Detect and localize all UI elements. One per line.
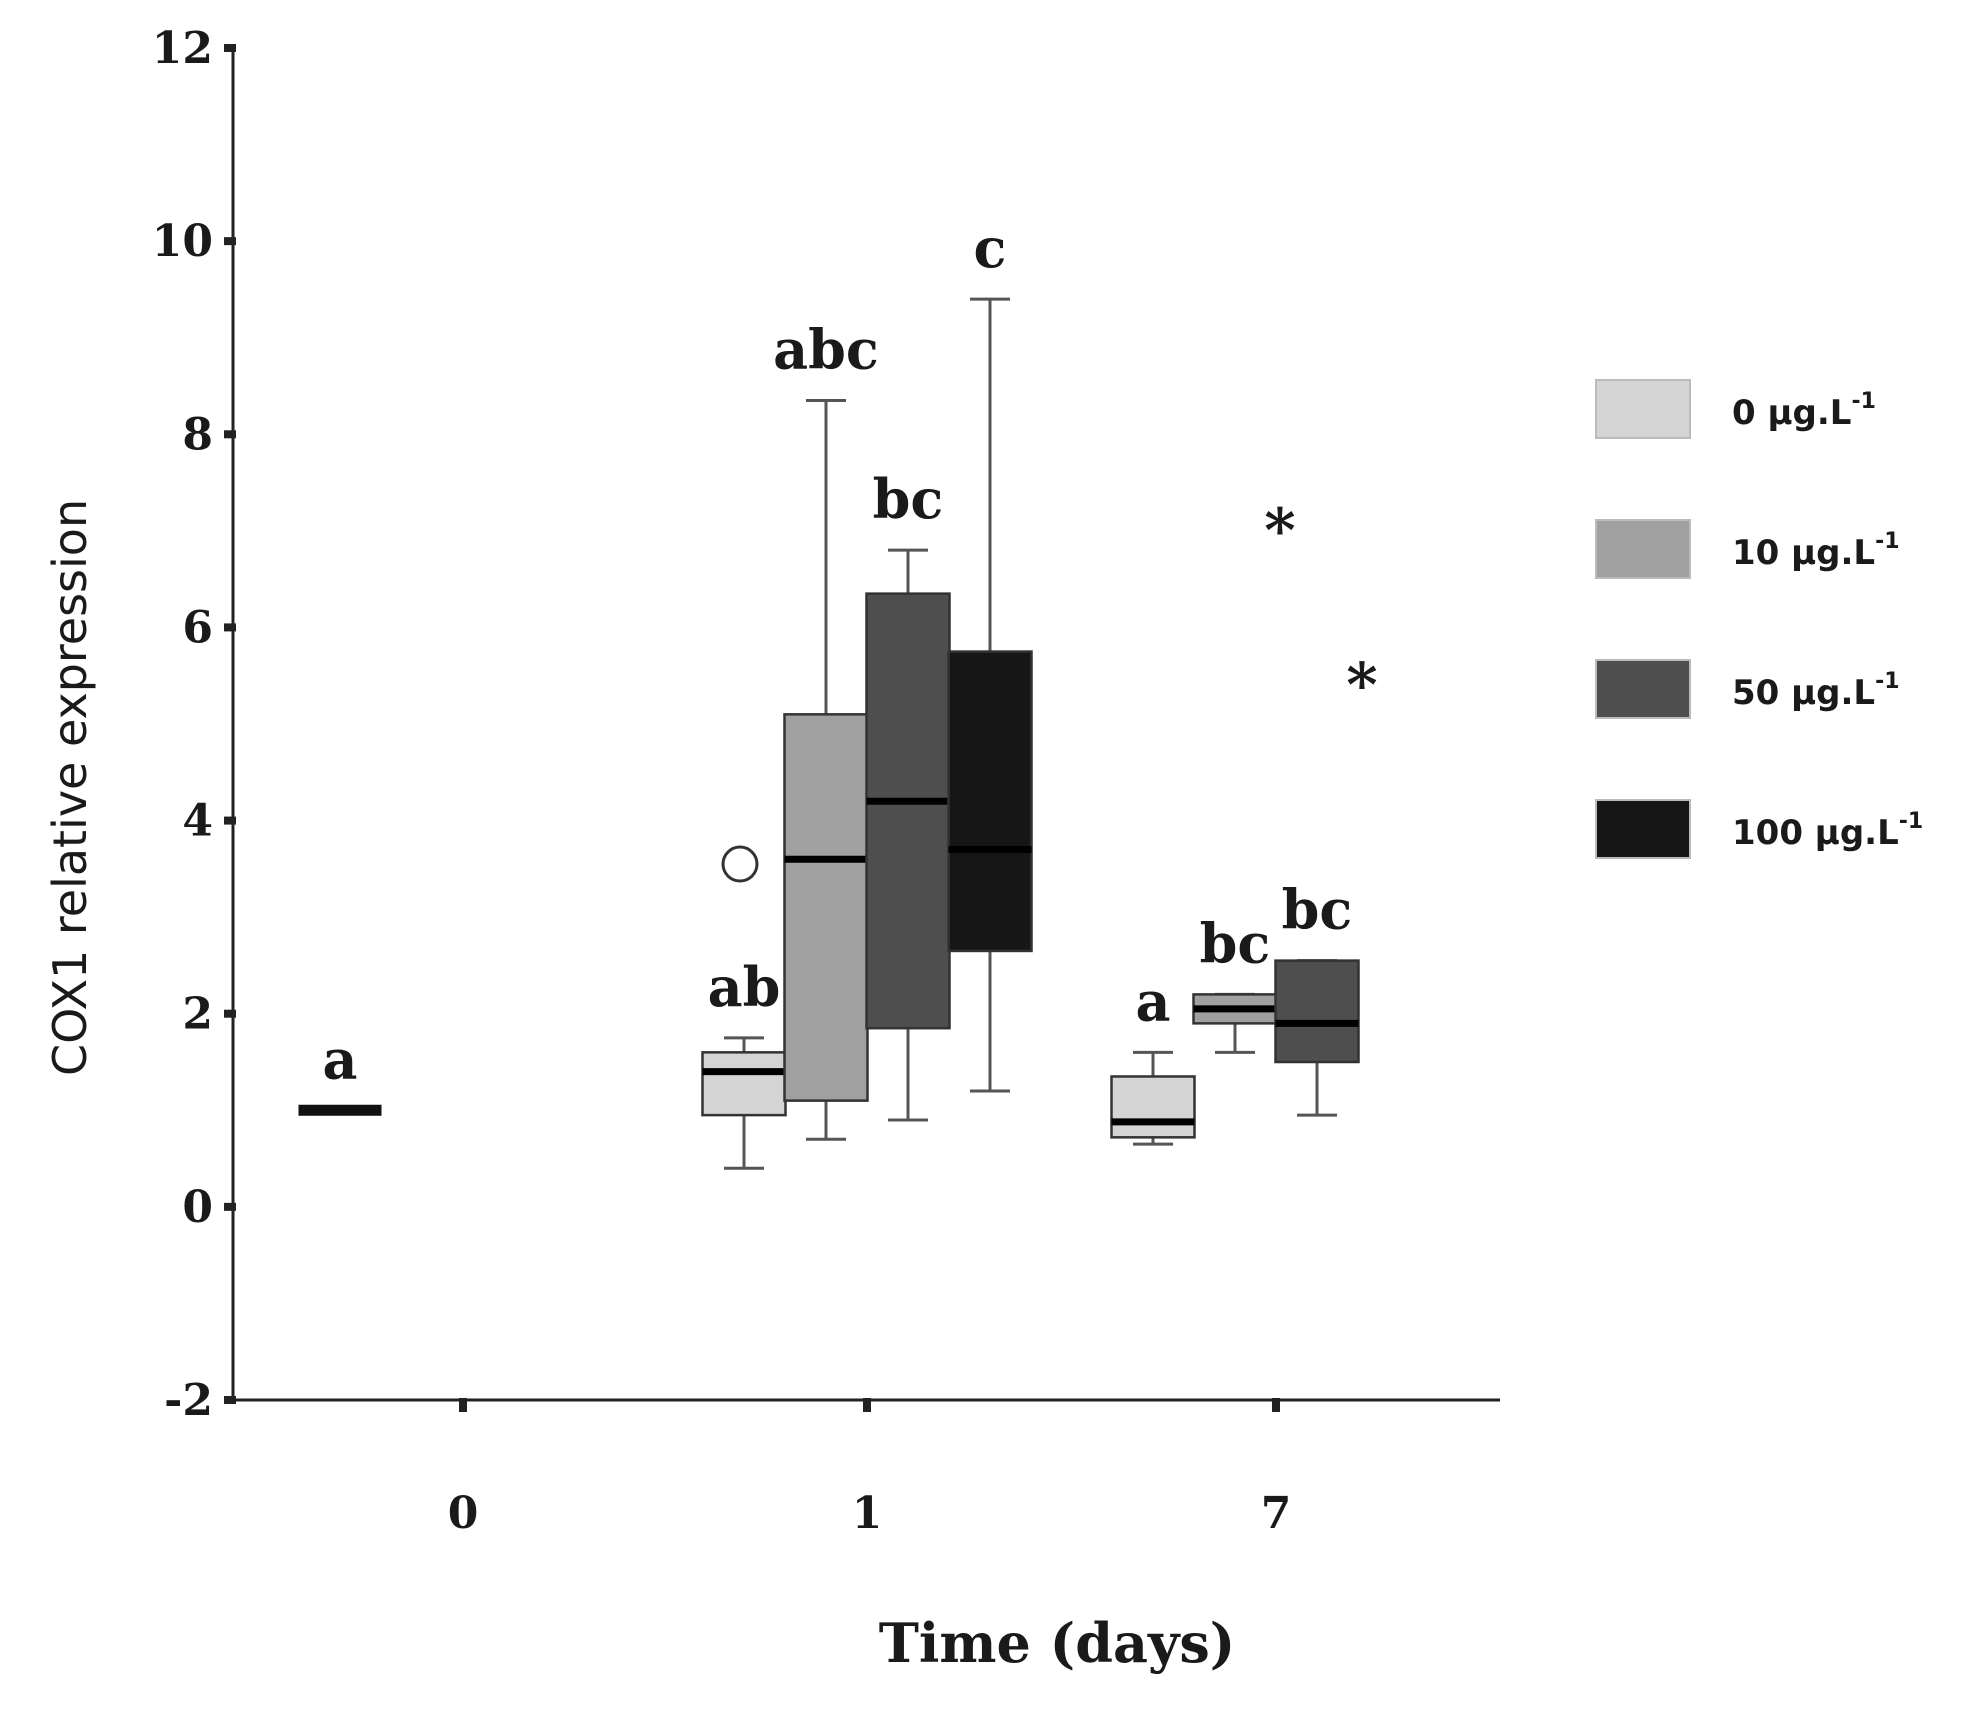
significance-letter: bc	[873, 467, 944, 531]
legend-label-text: 50 µg.L	[1732, 673, 1875, 713]
box-iqr	[1110, 1075, 1196, 1139]
legend-swatch	[1595, 379, 1691, 439]
x-tick-label: 7	[1261, 1488, 1292, 1539]
box-iqr	[701, 1051, 787, 1117]
significance-letter: bc	[1200, 911, 1271, 975]
legend-label-superscript: -1	[1875, 669, 1899, 694]
legend-label-text: 100 µg.L	[1732, 813, 1899, 853]
y-tick-label: 0	[182, 1182, 213, 1233]
x-tick-mark	[863, 1398, 871, 1412]
y-tick-mark	[224, 237, 236, 246]
legend-swatch	[1595, 659, 1691, 719]
legend-label: 100 µg.L-1	[1732, 809, 1923, 853]
box-iqr	[783, 713, 869, 1102]
y-tick-mark	[224, 623, 236, 632]
y-axis-title: COX1 relative expression	[43, 499, 97, 1076]
x-tick-mark	[1272, 1398, 1280, 1412]
y-tick-mark	[224, 1396, 236, 1404]
box-iqr	[1274, 959, 1360, 1064]
y-tick-mark	[224, 44, 236, 52]
y-tick-label: 2	[182, 989, 213, 1040]
y-tick-mark	[224, 1202, 236, 1211]
y-tick-mark	[224, 430, 236, 439]
legend-label: 10 µg.L-1	[1732, 529, 1900, 573]
legend-swatch	[1595, 519, 1691, 579]
legend-label-text: 10 µg.L	[1732, 533, 1875, 573]
x-axis-title: Time (days)	[879, 1611, 1236, 1675]
y-tick-label: 12	[152, 23, 213, 74]
significance-letter: bc	[1282, 878, 1353, 942]
y-tick-label: -2	[164, 1375, 213, 1426]
y-tick-label: 4	[182, 796, 213, 847]
box-iqr	[947, 650, 1033, 953]
y-tick-mark	[224, 1009, 236, 1018]
legend-label: 50 µg.L-1	[1732, 669, 1900, 713]
legend-swatch	[1595, 799, 1691, 859]
legend-label-superscript: -1	[1851, 389, 1875, 414]
outlier-star: *	[1346, 651, 1377, 721]
legend-label-superscript: -1	[1899, 809, 1923, 834]
y-tick-label: 10	[152, 216, 213, 267]
box-iqr	[865, 592, 951, 1030]
significance-letter: c	[974, 216, 1007, 280]
significance-letter: abc	[773, 317, 879, 381]
significance-letter: a	[323, 1027, 358, 1091]
significance-letter: ab	[708, 955, 781, 1019]
legend-label-text: 0 µg.L	[1732, 393, 1851, 433]
y-tick-label: 6	[182, 602, 213, 653]
legend-label: 0 µg.L-1	[1732, 389, 1876, 433]
significance-letter: a	[1136, 969, 1171, 1033]
outlier-star: *	[1264, 496, 1295, 566]
x-tick-mark	[459, 1398, 467, 1412]
x-tick-label: 1	[852, 1488, 883, 1539]
x-tick-label: 0	[448, 1488, 479, 1539]
y-tick-mark	[224, 816, 236, 825]
legend-label-superscript: -1	[1875, 529, 1899, 554]
y-tick-label: 8	[182, 409, 213, 460]
outlier-circle	[721, 845, 759, 883]
